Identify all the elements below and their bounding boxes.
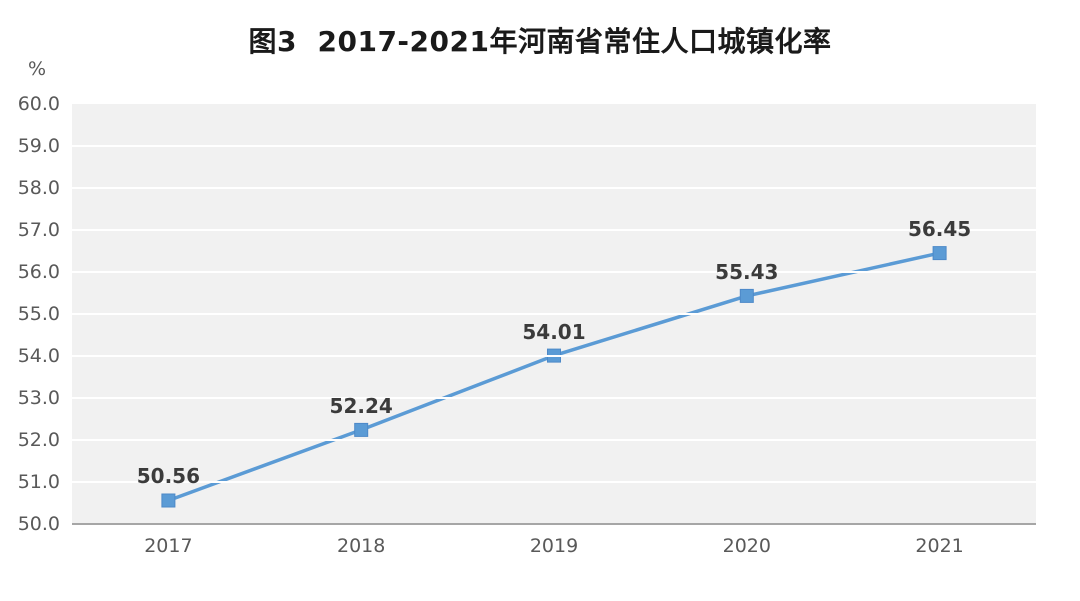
gridline [72,439,1036,441]
y-axis-tick-label: 59.0 [17,135,60,157]
data-point-marker-2018 [354,422,369,437]
y-axis-tick-label: 53.0 [17,387,60,409]
gridline [72,145,1036,147]
chart-title: 图3 2017-2021年河南省常住人口城镇化率 [248,25,832,58]
data-label-2018: 52.24 [329,393,393,418]
x-axis-tick-label: 2021 [915,535,964,557]
gridline [72,187,1036,189]
data-label-2017: 50.56 [136,464,201,489]
y-axis-tick-label: 60.0 [17,93,60,115]
y-axis-tick-label: 56.0 [17,261,60,283]
data-label-2021: 56.45 [907,217,972,242]
x-axis-line [72,523,1036,525]
data-point-marker-2021 [932,246,947,261]
y-axis-tick-label: 55.0 [17,303,60,325]
y-axis-tick-label: 57.0 [17,219,60,241]
y-axis-tick-label: 54.0 [17,345,60,367]
plot-area: 50.56 52.24 54.01 55.43 56.45 [72,104,1036,525]
y-axis-tick-label: 50.0 [17,513,60,535]
y-axis-tick-label: 58.0 [17,177,60,199]
gridline [72,229,1036,231]
gridline [72,313,1036,315]
gridline [72,481,1036,483]
data-label-2020: 55.43 [715,259,779,284]
y-axis-tick-label: 52.0 [17,429,60,451]
data-point-marker-2020 [739,288,754,303]
x-axis-tick-label: 2019 [529,535,579,557]
gridline [72,397,1036,399]
gridline [72,271,1036,273]
x-axis-tick-label: 2020 [722,535,771,557]
series-line [166,251,942,503]
y-axis-unit-label: % [28,58,47,80]
x-axis-tick-label: 2018 [337,535,386,557]
y-axis-tick-label: 51.0 [17,471,60,493]
data-label-2019: 54.01 [522,319,586,344]
x-axis-tick-label: 2017 [144,535,193,557]
gridline [72,355,1036,357]
data-point-marker-2017 [161,493,176,508]
